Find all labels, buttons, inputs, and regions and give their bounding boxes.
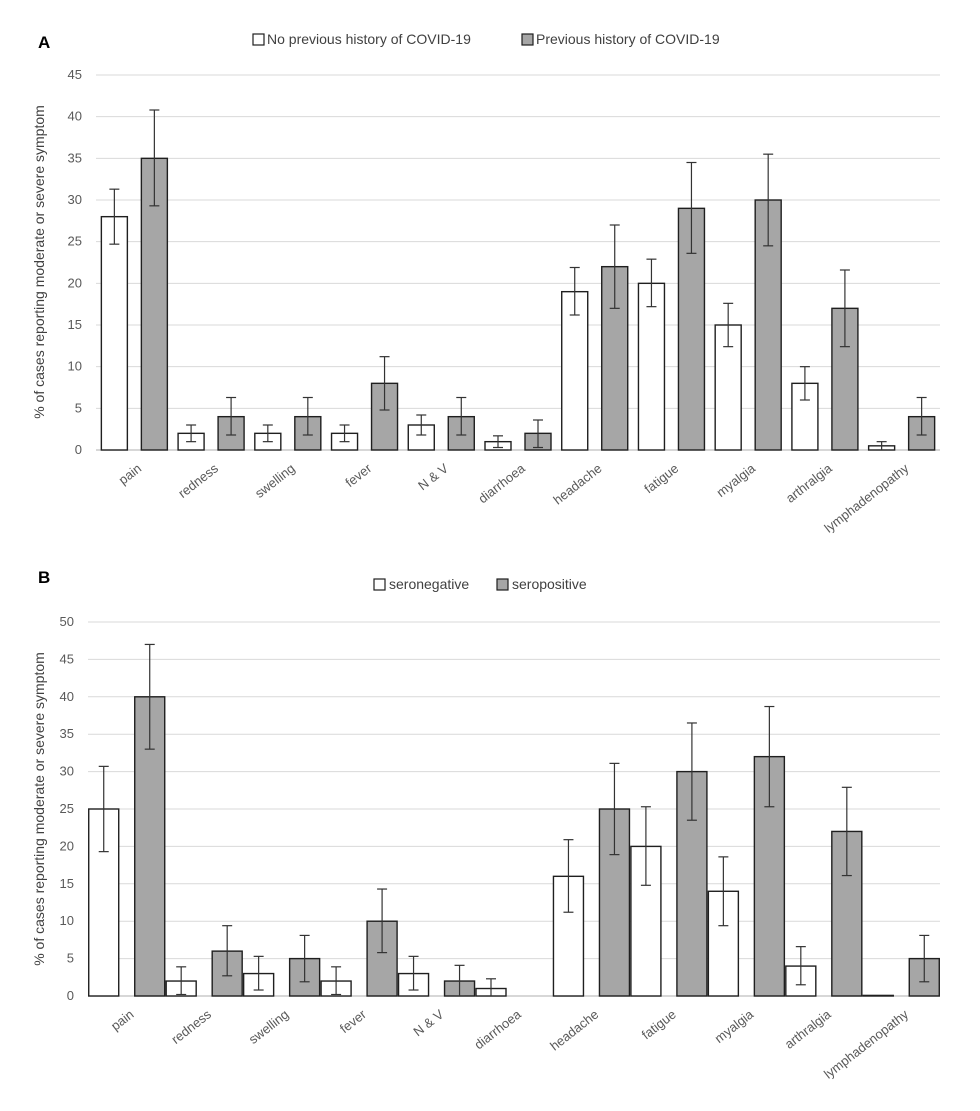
panel-b-chart: B seronegative seropositive % of cases r…	[31, 568, 940, 1082]
panel-a-y-axis-title: % of cases reporting moderate or severe …	[31, 105, 47, 419]
panel-b-category-label: headache	[547, 1007, 601, 1054]
panel-b-plot-area: 0 5 10 15 20 25 30 35 40 45 50 pain redness swelling f…	[60, 614, 940, 1082]
panel-b-y-tick-label: 40	[60, 689, 74, 704]
panel-b-y-tick-label: 30	[60, 764, 74, 779]
panel-b-y-tick-label: 0	[67, 988, 74, 1003]
panel-a-y-tick-label: 45	[68, 67, 82, 82]
panel-a-category-label: swelling	[252, 461, 298, 501]
panel-a-category-label: lymphadenopathy	[821, 460, 912, 535]
panel-b-y-tick-label: 10	[60, 913, 74, 928]
panel-a-category-label: N & V	[415, 460, 451, 493]
panel-a-bar	[561, 290, 589, 451]
panel-b-y-tick-label: 50	[60, 614, 74, 629]
panel-a-y-tick-label: 10	[68, 359, 82, 374]
panel-a-legend: No previous history of COVID-19 Previous…	[252, 31, 720, 47]
panel-b-legend-label-2: seropositive	[512, 576, 587, 592]
panel-a-y-tick-label: 30	[68, 192, 82, 207]
panel-b-y-tick-label: 5	[67, 951, 74, 966]
panel-a-y-tick-label: 25	[68, 234, 82, 249]
panel-a-category-label: pain	[116, 461, 145, 488]
panel-b-bar	[88, 808, 120, 997]
panel-b-label: B	[38, 568, 50, 587]
panel-b-y-axis-title: % of cases reporting moderate or severe …	[31, 652, 47, 966]
panel-a-y-tick-label: 40	[68, 109, 82, 124]
panel-a-legend-swatch-1	[252, 33, 265, 46]
panel-a-legend-swatch-2	[521, 33, 534, 46]
panel-b-y-tick-label: 35	[60, 726, 74, 741]
panel-a-label: A	[38, 33, 50, 52]
panel-b-y-tick-label: 25	[60, 801, 74, 816]
panel-b-category-label: fatigue	[639, 1007, 679, 1043]
panel-a-legend-label-1: No previous history of COVID-19	[267, 31, 471, 47]
panel-a-category-label: myalgia	[713, 460, 758, 500]
panel-b-y-tick-label: 45	[60, 651, 74, 666]
panel-b-category-label: pain	[108, 1007, 137, 1034]
panel-b-bar	[862, 994, 894, 997]
panel-a-legend-label-2: Previous history of COVID-19	[536, 31, 720, 47]
panel-a-y-tick-label: 0	[75, 442, 82, 457]
panel-a-bar	[637, 282, 666, 451]
panel-a-y-tick-label: 5	[75, 400, 82, 415]
panel-a-category-label: fatigue	[641, 461, 681, 497]
panel-b-category-label: myalgia	[712, 1006, 757, 1046]
panel-a-bar	[100, 215, 129, 451]
panel-b-legend-label-1: seronegative	[389, 576, 469, 592]
panel-b-category-label: fever	[337, 1006, 370, 1036]
panel-a-category-label: arthralgia	[783, 460, 836, 506]
panel-b-category-label: swelling	[246, 1007, 292, 1047]
panel-b-category-label: arthralgia	[782, 1006, 835, 1052]
panel-b-category-label: lymphadenopathy	[821, 1006, 912, 1081]
panel-a-chart: A No previous history of COVID-19 Previo…	[31, 31, 940, 536]
panel-a-bar	[140, 157, 169, 451]
panel-b-y-tick-label: 20	[60, 838, 74, 853]
panel-a-category-label: diarrhoea	[475, 460, 528, 506]
panel-b-category-label: redness	[168, 1006, 214, 1047]
panel-b-category-label: diarrhoea	[471, 1006, 524, 1052]
panel-a-plot-area: 0 5 10 15 20 25 30 35 40 45 pain redness swelling fev…	[68, 67, 940, 536]
panel-b-legend-swatch-1	[373, 578, 386, 591]
panel-b-legend: seronegative seropositive	[373, 576, 587, 592]
panel-b-y-tick-label: 15	[60, 876, 74, 891]
panel-a-y-tick-label: 35	[68, 150, 82, 165]
panel-a-category-label: fever	[342, 460, 375, 490]
panel-b-legend-swatch-2	[496, 578, 509, 591]
panel-a-y-tick-label: 15	[68, 317, 82, 332]
panel-a-y-tick-label: 20	[68, 275, 82, 290]
panel-b-category-label: N & V	[410, 1006, 446, 1039]
panel-a-category-label: redness	[175, 460, 221, 501]
panel-a-category-label: headache	[550, 461, 604, 508]
